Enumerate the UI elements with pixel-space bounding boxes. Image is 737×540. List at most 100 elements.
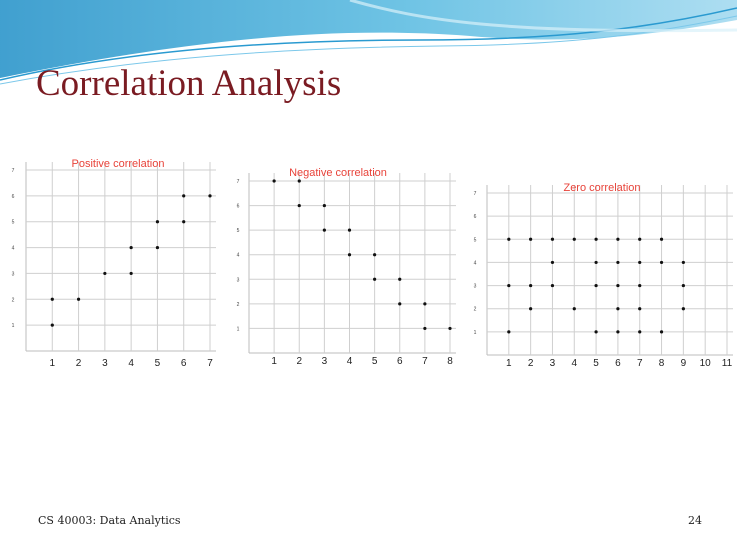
x-tick-label: 7 <box>207 358 213 369</box>
data-point <box>347 228 352 232</box>
data-point <box>398 302 402 306</box>
data-point <box>681 307 685 311</box>
y-tick-label: 4 <box>12 246 15 252</box>
data-point <box>550 283 555 288</box>
x-tick-label: 6 <box>397 356 403 367</box>
data-point <box>507 237 511 241</box>
data-point <box>182 220 186 224</box>
y-tick-label: 6 <box>474 214 477 220</box>
slide-title: Correlation Analysis <box>36 63 342 104</box>
data-point <box>155 245 160 250</box>
data-point <box>129 271 133 276</box>
data-point <box>423 326 427 331</box>
data-point <box>681 260 685 265</box>
x-tick-label: 2 <box>528 358 534 369</box>
y-tick-label: 6 <box>12 194 15 200</box>
data-point <box>529 237 533 241</box>
data-point <box>638 237 642 241</box>
y-tick-label: 1 <box>237 326 240 332</box>
data-point <box>659 237 664 241</box>
data-point <box>594 283 598 288</box>
data-point <box>659 260 664 265</box>
data-point <box>616 237 620 241</box>
y-tick-label: 7 <box>12 168 15 174</box>
data-point <box>373 253 377 257</box>
x-tick-label: 4 <box>128 358 134 369</box>
data-point <box>681 283 685 288</box>
y-tick-label: 5 <box>237 228 240 234</box>
page-number: 24 <box>688 514 702 527</box>
x-tick-label: 3 <box>550 358 556 369</box>
data-point <box>129 245 133 250</box>
data-point <box>182 194 186 198</box>
data-point <box>659 330 664 334</box>
data-point <box>423 302 427 306</box>
data-point <box>638 330 642 334</box>
x-tick-label: 8 <box>659 358 665 369</box>
x-tick-label: 10 <box>700 358 712 369</box>
data-point <box>76 297 81 301</box>
x-tick-label: 4 <box>571 358 577 369</box>
x-tick-label: 2 <box>296 356 302 367</box>
y-tick-label: 3 <box>474 284 477 290</box>
data-point <box>550 237 555 241</box>
x-tick-label: 7 <box>637 358 643 369</box>
y-tick-label: 7 <box>474 191 477 197</box>
x-tick-label: 1 <box>271 356 277 367</box>
y-tick-label: 2 <box>474 307 477 313</box>
data-point <box>297 179 301 183</box>
x-tick-label: 1 <box>506 358 512 369</box>
x-tick-label: 3 <box>102 358 108 369</box>
y-tick-label: 6 <box>237 204 240 210</box>
x-tick-label: 5 <box>155 358 161 369</box>
data-point <box>572 237 576 241</box>
data-point <box>594 330 598 334</box>
x-tick-label: 9 <box>681 358 687 369</box>
y-tick-label: 5 <box>12 220 15 226</box>
y-tick-label: 3 <box>237 277 240 283</box>
data-point <box>50 297 54 301</box>
y-tick-label: 3 <box>12 271 15 277</box>
data-point <box>507 330 511 334</box>
x-tick-label: 5 <box>372 356 378 367</box>
x-tick-label: 3 <box>322 356 328 367</box>
data-point <box>550 260 555 265</box>
chart-title: Positive correlation <box>72 158 165 170</box>
data-point <box>272 179 276 183</box>
data-point <box>529 283 533 288</box>
data-point <box>594 260 598 265</box>
x-tick-label: 11 <box>722 358 733 369</box>
y-tick-label: 1 <box>12 323 15 329</box>
x-tick-label: 5 <box>593 358 599 369</box>
negative-correlation-chart: Negative correlation 1 2 3 4 5 6 7 8 1 2 3 4 5 6 7 <box>237 167 456 367</box>
data-point <box>616 283 620 288</box>
data-point <box>297 203 301 208</box>
data-point <box>155 220 160 224</box>
data-point <box>572 307 576 311</box>
x-tick-label: 6 <box>615 358 621 369</box>
y-tick-label: 2 <box>237 302 240 308</box>
data-point <box>103 271 107 276</box>
y-tick-label: 2 <box>12 297 15 303</box>
data-point <box>638 307 642 311</box>
data-point <box>373 277 377 281</box>
chart-title: Zero correlation <box>563 182 640 194</box>
x-tick-label: 2 <box>76 358 82 369</box>
data-point <box>507 283 511 288</box>
data-point <box>638 260 642 265</box>
data-point <box>347 253 352 257</box>
data-point <box>616 307 620 311</box>
data-point <box>638 283 642 288</box>
y-tick-label: 4 <box>237 253 240 259</box>
x-tick-label: 6 <box>181 358 187 369</box>
data-point <box>322 203 326 208</box>
data-point <box>448 326 452 331</box>
y-tick-label: 7 <box>237 179 240 185</box>
x-tick-label: 4 <box>347 356 353 367</box>
data-point <box>616 260 620 265</box>
y-tick-label: 5 <box>474 237 477 243</box>
data-point <box>50 323 54 327</box>
chart-title: Negative correlation <box>289 167 387 179</box>
